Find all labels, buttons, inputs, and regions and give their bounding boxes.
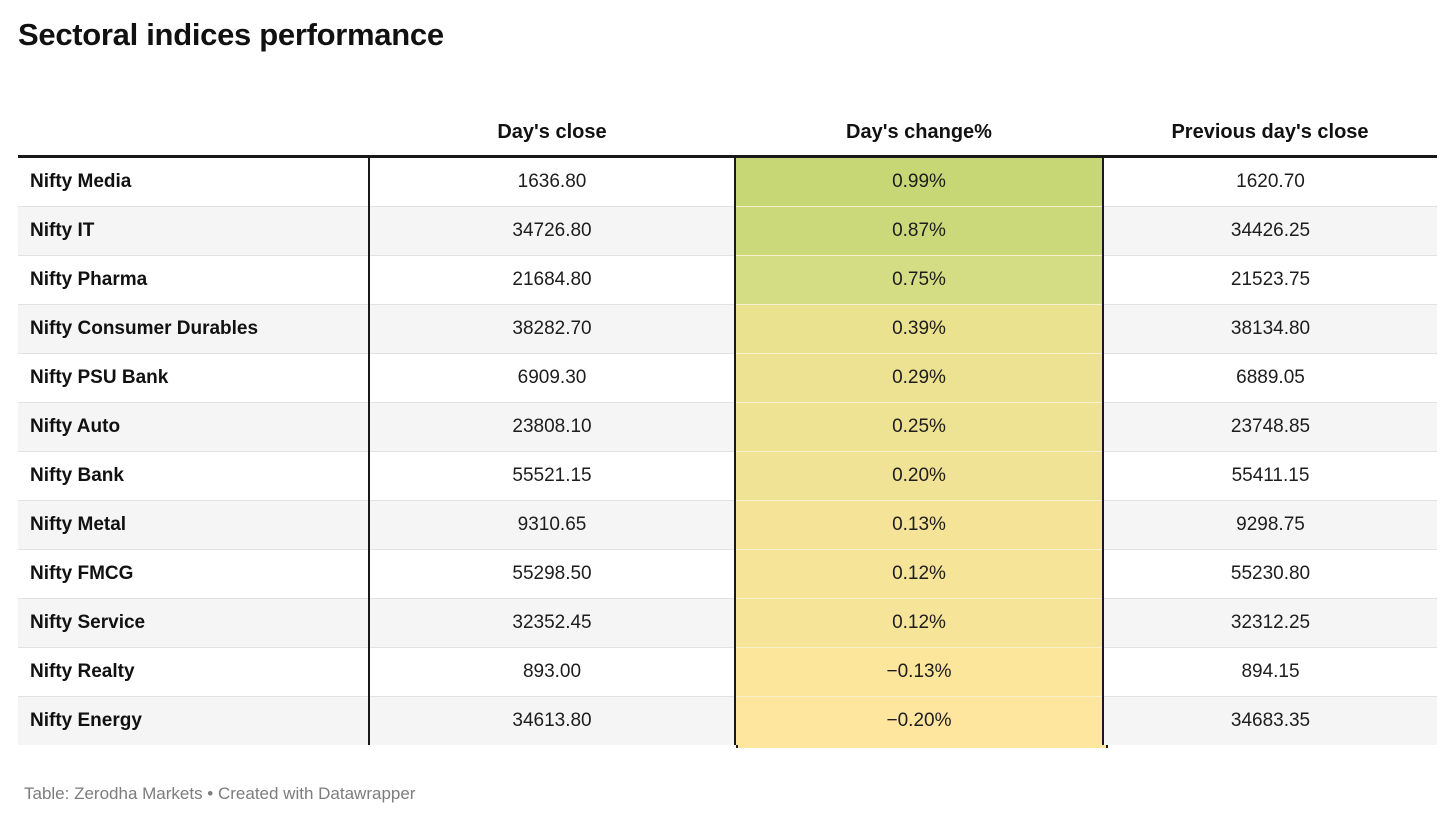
page-title: Sectoral indices performance (18, 17, 444, 52)
table-body: Nifty Media 1636.80 0.99% 1620.70 Nifty IT 34… (18, 156, 1437, 745)
days-change-cell: 0.87% (734, 206, 1104, 256)
table-row: Nifty IT 34726.80 0.87% 34426.25 (18, 206, 1437, 256)
table-row: Nifty Metal 9310.65 0.13% 9298.75 (18, 500, 1437, 550)
previous-days-close-cell: 23748.85 (1103, 402, 1437, 452)
col-header-index-name (18, 110, 369, 158)
days-close-cell: 32352.45 (369, 598, 735, 648)
days-close-cell: 23808.10 (369, 402, 735, 452)
previous-days-close-cell: 9298.75 (1103, 500, 1437, 550)
days-close-cell: 1636.80 (369, 156, 735, 207)
days-close-cell: 55521.15 (369, 451, 735, 501)
days-close-cell: 34726.80 (369, 206, 735, 256)
previous-days-close-cell: 21523.75 (1103, 255, 1437, 305)
header-row: Day's close Day's change% Previous day's… (18, 110, 1437, 158)
days-change-cell: 0.12% (734, 549, 1104, 599)
table-row: Nifty FMCG 55298.50 0.12% 55230.80 (18, 549, 1437, 599)
days-close-cell: 6909.30 (369, 353, 735, 403)
table-row: Nifty PSU Bank 6909.30 0.29% 6889.05 (18, 353, 1437, 403)
change-column-cutoff-strip (736, 745, 1108, 748)
row-label-cell: Nifty FMCG (18, 549, 370, 599)
table-row: Nifty Bank 55521.15 0.20% 55411.15 (18, 451, 1437, 501)
days-change-cell: −0.13% (734, 647, 1104, 697)
row-label-cell: Nifty Bank (18, 451, 370, 501)
col-header-days-change: Day's change% (735, 110, 1103, 158)
previous-days-close-cell: 34426.25 (1103, 206, 1437, 256)
days-close-cell: 21684.80 (369, 255, 735, 305)
table-row: Nifty Auto 23808.10 0.25% 23748.85 (18, 402, 1437, 452)
days-change-cell: 0.13% (734, 500, 1104, 550)
row-label-cell: Nifty Realty (18, 647, 370, 697)
previous-days-close-cell: 1620.70 (1103, 156, 1437, 207)
previous-days-close-cell: 55411.15 (1103, 451, 1437, 501)
sectoral-indices-table: Day's close Day's change% Previous day's… (18, 110, 1437, 745)
table-row: Nifty Media 1636.80 0.99% 1620.70 (18, 156, 1437, 207)
days-change-cell: −0.20% (734, 696, 1104, 745)
previous-days-close-cell: 32312.25 (1103, 598, 1437, 648)
attribution-footer: Table: Zerodha Markets • Created with Da… (24, 784, 416, 803)
previous-days-close-cell: 34683.35 (1103, 696, 1437, 745)
row-label-cell: Nifty Metal (18, 500, 370, 550)
row-label-cell: Nifty Consumer Durables (18, 304, 370, 354)
row-label-cell: Nifty IT (18, 206, 370, 256)
days-change-cell: 0.99% (734, 156, 1104, 207)
previous-days-close-cell: 38134.80 (1103, 304, 1437, 354)
row-label-cell: Nifty Energy (18, 696, 370, 745)
table-row: Nifty Realty 893.00 −0.13% 894.15 (18, 647, 1437, 697)
previous-days-close-cell: 6889.05 (1103, 353, 1437, 403)
days-change-cell: 0.25% (734, 402, 1104, 452)
days-close-cell: 893.00 (369, 647, 735, 697)
days-close-cell: 55298.50 (369, 549, 735, 599)
days-change-cell: 0.20% (734, 451, 1104, 501)
previous-days-close-cell: 55230.80 (1103, 549, 1437, 599)
table-row: Nifty Service 32352.45 0.12% 32312.25 (18, 598, 1437, 648)
days-change-cell: 0.75% (734, 255, 1104, 305)
days-change-cell: 0.12% (734, 598, 1104, 648)
table-row: Nifty Consumer Durables 38282.70 0.39% 3813… (18, 304, 1437, 354)
previous-days-close-cell: 894.15 (1103, 647, 1437, 697)
row-label-cell: Nifty Auto (18, 402, 370, 452)
days-change-cell: 0.39% (734, 304, 1104, 354)
days-change-cell: 0.29% (734, 353, 1104, 403)
row-label-cell: Nifty Media (18, 156, 370, 207)
row-label-cell: Nifty Pharma (18, 255, 370, 305)
days-close-cell: 38282.70 (369, 304, 735, 354)
col-header-previous-days-close: Previous day's close (1103, 110, 1437, 158)
row-label-cell: Nifty PSU Bank (18, 353, 370, 403)
row-label-cell: Nifty Service (18, 598, 370, 648)
table-row: Nifty Energy 34613.80 −0.20% 34683.35 (18, 696, 1437, 745)
col-header-days-close: Day's close (369, 110, 735, 158)
table-row: Nifty Pharma 21684.80 0.75% 21523.75 (18, 255, 1437, 305)
days-close-cell: 34613.80 (369, 696, 735, 745)
days-close-cell: 9310.65 (369, 500, 735, 550)
